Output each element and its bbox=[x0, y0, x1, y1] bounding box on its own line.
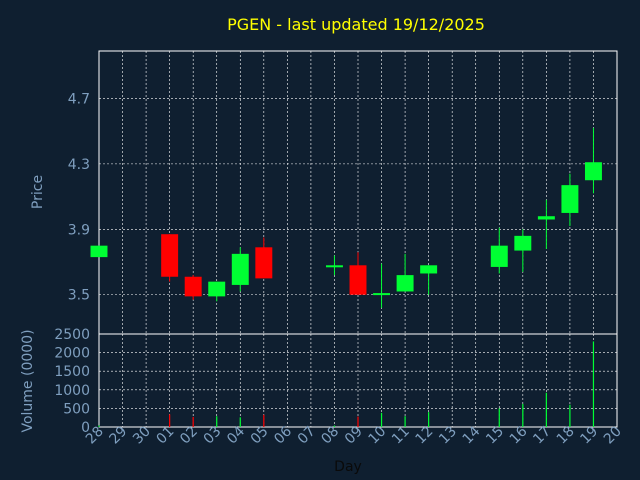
volume-bar bbox=[192, 416, 194, 427]
volume-bar bbox=[428, 412, 430, 427]
candle-body bbox=[396, 275, 414, 292]
volume-tick-label: 2500 bbox=[54, 327, 90, 343]
volume-bar bbox=[545, 392, 547, 427]
volume-bar bbox=[569, 404, 571, 427]
candle-body bbox=[90, 245, 108, 258]
x-axis-label: Day bbox=[334, 459, 362, 475]
volume-bar bbox=[380, 412, 383, 427]
volume-bar bbox=[522, 403, 524, 427]
volume-tick-label: 500 bbox=[63, 401, 90, 417]
price-tick-label: 3.5 bbox=[68, 288, 90, 304]
volume-tick-label: 1500 bbox=[54, 364, 90, 380]
x-ticks: 28 29 30 01 02 03 04 05 06 07 08 09 10 11 12 13 14 15 16 17… bbox=[83, 423, 625, 447]
volume-bar bbox=[404, 416, 406, 427]
candle-body bbox=[208, 281, 226, 297]
volume-y-ticks: 0 500 1000 1500 2000 2500 bbox=[54, 327, 90, 436]
volume-gridlines bbox=[98, 333, 618, 428]
volume-bar bbox=[239, 417, 241, 427]
volume-bar bbox=[98, 425, 100, 427]
price-tick-label: 4.7 bbox=[68, 91, 90, 107]
volume-bar bbox=[169, 414, 171, 427]
candle-body bbox=[490, 245, 508, 267]
volume-bar bbox=[333, 425, 336, 427]
candle-body bbox=[231, 253, 249, 285]
candle-body bbox=[561, 185, 579, 213]
candle-body bbox=[255, 247, 273, 279]
candle-body bbox=[325, 265, 343, 268]
volume-bar bbox=[216, 416, 218, 427]
candle-body bbox=[349, 265, 367, 295]
candle-body bbox=[373, 293, 391, 296]
volume-bar bbox=[592, 341, 595, 427]
volume-axis-label: Volume (0000) bbox=[20, 329, 36, 432]
candle-body bbox=[420, 265, 438, 274]
volume-bar bbox=[498, 408, 500, 427]
price-tick-label: 4.3 bbox=[68, 157, 90, 173]
chart-title: PGEN - last updated 19/12/2025 bbox=[227, 15, 485, 34]
volume-bar bbox=[263, 414, 265, 427]
candle-body bbox=[537, 216, 555, 220]
candle-body bbox=[184, 276, 202, 297]
price-tick-label: 3.9 bbox=[68, 222, 90, 238]
candle-body bbox=[584, 162, 602, 181]
volume-bar bbox=[357, 416, 359, 427]
price-candles bbox=[90, 127, 602, 308]
volume-bars bbox=[98, 341, 595, 427]
candle-body bbox=[161, 234, 179, 277]
price-gridlines bbox=[98, 51, 618, 334]
volume-tick-label: 0 bbox=[81, 420, 90, 436]
volume-tick-label: 1000 bbox=[54, 383, 90, 399]
price-axis-label: Price bbox=[30, 175, 46, 209]
price-y-ticks: 3.5 3.9 4.3 4.7 bbox=[68, 91, 90, 303]
volume-tick-label: 2000 bbox=[54, 346, 90, 362]
candle-body bbox=[514, 235, 532, 251]
